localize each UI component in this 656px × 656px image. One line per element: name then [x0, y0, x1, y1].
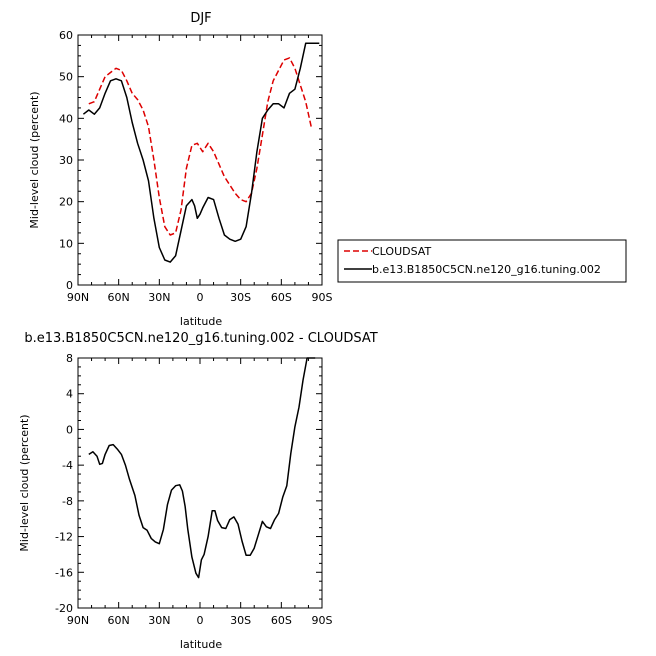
top-ytick-label: 50: [59, 71, 73, 84]
top-series-group: [82, 42, 320, 263]
top-xtick-label: 90S: [312, 291, 333, 304]
bottom-ytick-label: 0: [66, 423, 73, 436]
top-x-axis-label: latitude: [180, 315, 222, 328]
top-xtick-label: 60S: [271, 291, 292, 304]
top-xtick-label: 90N: [67, 291, 89, 304]
top-panel: DJF 0 10 20 30 40 50 60 90N 60N 30N 0 30S 60S 90S Mi…: [28, 11, 333, 328]
legend-box: [337, 239, 627, 283]
bottom-ytick-label: -4: [62, 459, 73, 472]
legend: CLOUDSAT b.e13.B1850C5CN.ne120_g16.tunin…: [337, 239, 627, 283]
bottom-y-axis: -20 -16 -12 -8 -4 0 4 8: [55, 352, 322, 615]
bottom-xtick-label: 60S: [271, 614, 292, 627]
top-x-axis: 90N 60N 30N 0 30S 60S 90S: [67, 35, 333, 304]
bottom-chart-title: b.e13.B1850C5CN.ne120_g16.tuning.002 - C…: [24, 331, 377, 346]
top-xtick-label: 0: [197, 291, 204, 304]
bottom-ytick-label: 8: [66, 352, 73, 365]
top-series-line-0: [88, 57, 312, 236]
top-y-axis-label: Mid-level cloud (percent): [28, 91, 41, 228]
top-xtick-label: 60N: [108, 291, 130, 304]
bottom-xtick-label: 60N: [108, 614, 130, 627]
legend-label-cloudsat: CLOUDSAT: [372, 245, 431, 258]
bottom-ytick-label: -8: [62, 495, 73, 508]
top-xtick-label: 30S: [230, 291, 251, 304]
bottom-x-axis-label: latitude: [180, 638, 222, 651]
top-xtick-label: 30N: [148, 291, 170, 304]
bottom-ytick-label: 4: [66, 388, 73, 401]
bottom-series-line-0: [88, 357, 316, 579]
top-ytick-label: 20: [59, 196, 73, 209]
bottom-xtick-label: 90N: [67, 614, 89, 627]
top-y-axis: 0 10 20 30 40 50 60: [59, 29, 322, 292]
bottom-panel: b.e13.B1850C5CN.ne120_g16.tuning.002 - C…: [18, 331, 378, 651]
bottom-series-group: [88, 357, 316, 579]
bottom-x-axis: 90N 60N 30N 0 30S 60S 90S: [67, 358, 333, 627]
top-ytick-label: 60: [59, 29, 73, 42]
top-ytick-label: 30: [59, 154, 73, 167]
bottom-ytick-label: -12: [55, 531, 73, 544]
bottom-ytick-label: -16: [55, 566, 73, 579]
top-plot-frame: [77, 34, 323, 286]
top-ytick-label: 0: [66, 279, 73, 292]
legend-label-model: b.e13.B1850C5CN.ne120_g16.tuning.002: [372, 263, 601, 276]
bottom-xtick-label: 30S: [230, 614, 251, 627]
bottom-ytick-label: -20: [55, 602, 73, 615]
top-series-line-1: [82, 42, 320, 263]
top-chart-title: DJF: [190, 11, 211, 26]
top-ytick-label: 40: [59, 112, 73, 125]
bottom-xtick-label: 30N: [148, 614, 170, 627]
bottom-xtick-label: 90S: [312, 614, 333, 627]
top-ytick-label: 10: [59, 237, 73, 250]
bottom-y-axis-label: Mid-level cloud (percent): [18, 414, 31, 551]
bottom-xtick-label: 0: [197, 614, 204, 627]
